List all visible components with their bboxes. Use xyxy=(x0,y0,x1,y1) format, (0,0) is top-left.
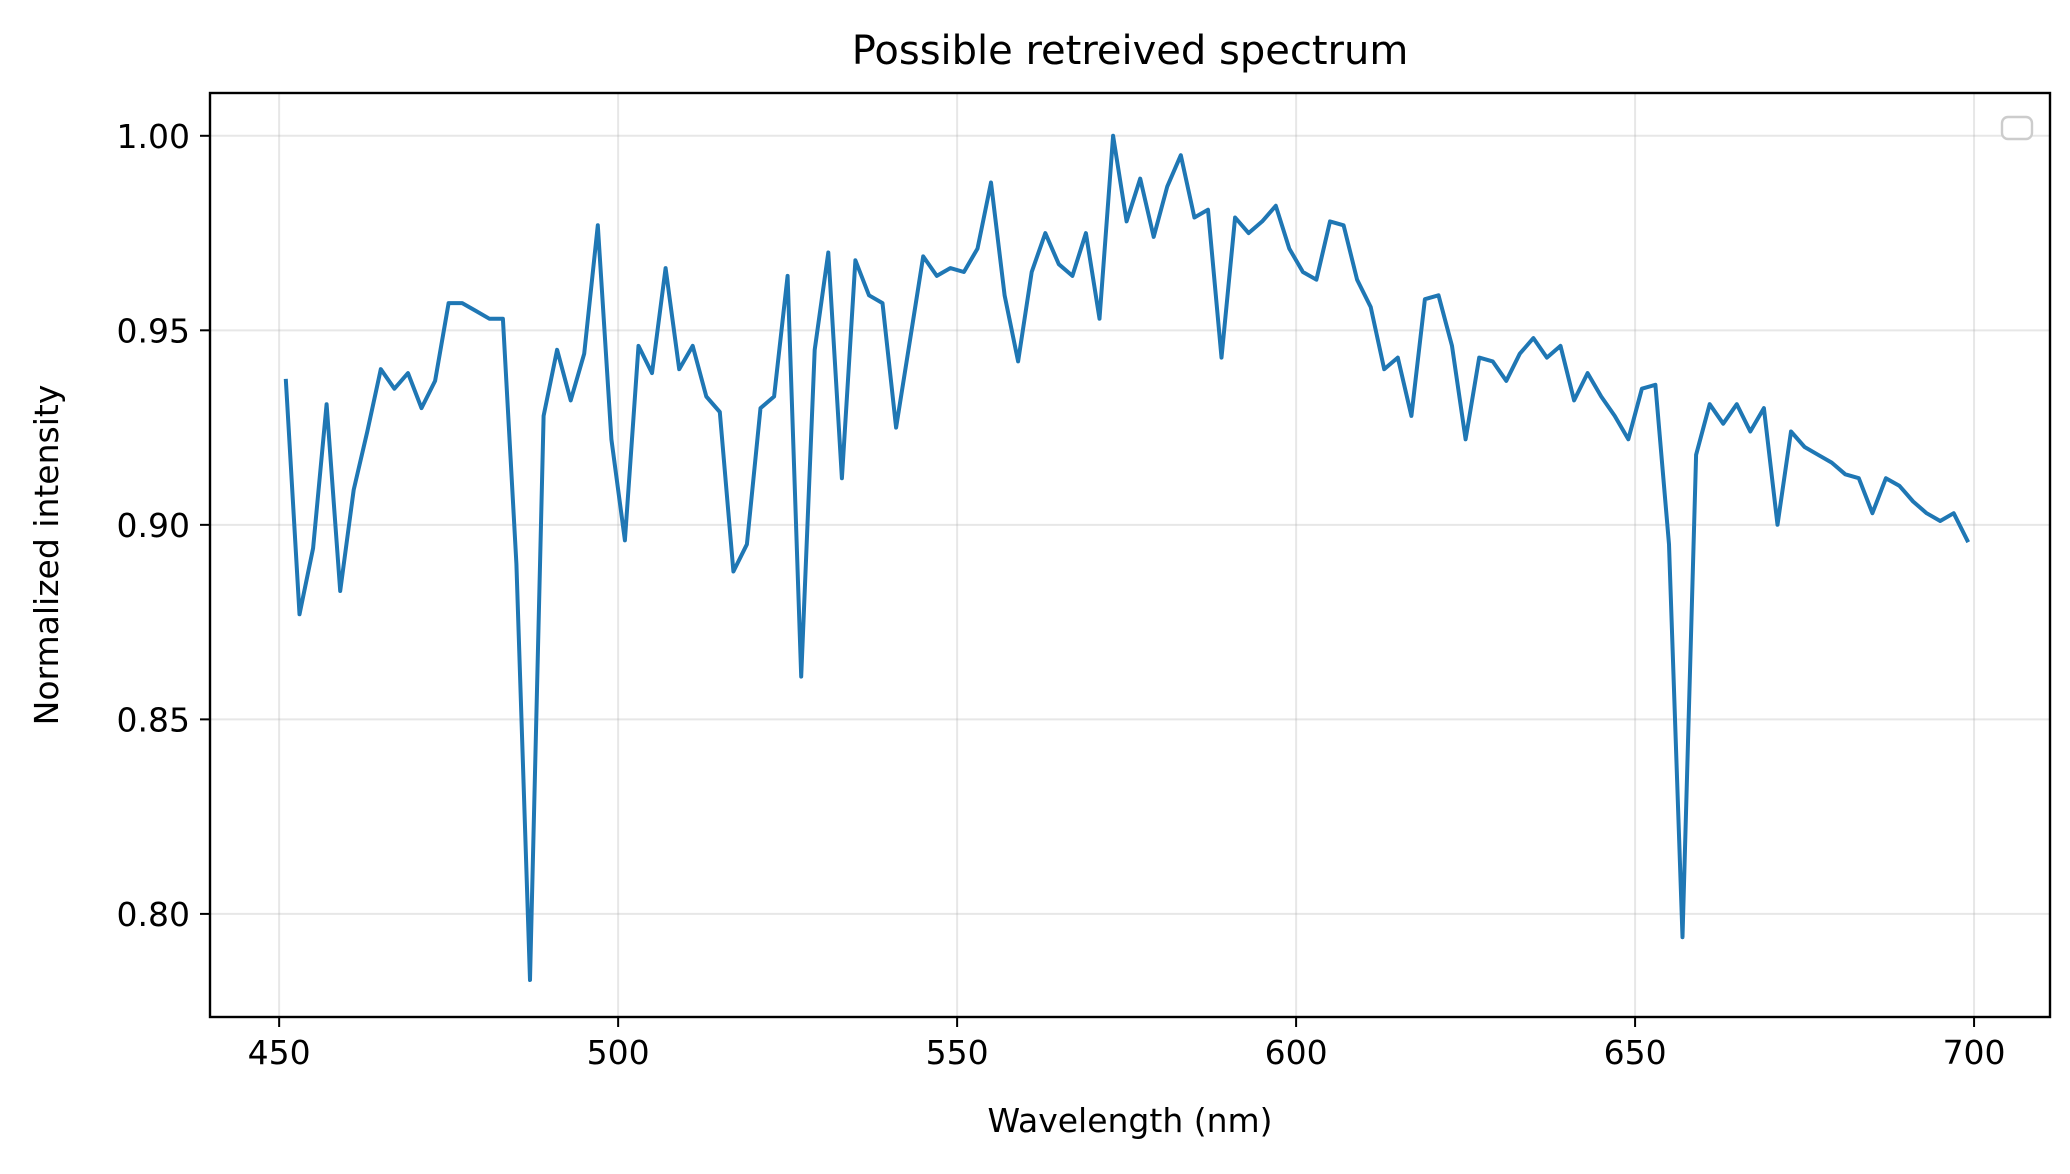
x-axis: 450 500 550 600 650 700 xyxy=(248,1017,2006,1072)
y-tick-label: 0.85 xyxy=(117,700,190,739)
grid xyxy=(210,93,2050,1017)
x-tick-label: 700 xyxy=(1943,1033,2006,1072)
series-line xyxy=(283,133,1970,982)
x-tick-label: 500 xyxy=(587,1033,650,1072)
series-layer xyxy=(283,133,1970,982)
x-tick-label: 650 xyxy=(1604,1033,1667,1072)
y-tick-label: 0.80 xyxy=(117,895,190,934)
y-axis: 0.80 0.85 0.90 0.95 1.00 xyxy=(117,117,210,934)
x-axis-title: Wavelength (nm) xyxy=(987,1101,1272,1140)
legend-box xyxy=(2000,115,2034,141)
chart-title: Possible retreived spectrum xyxy=(852,28,1409,74)
plot-frame xyxy=(208,91,2052,1019)
y-axis-title: Normalized intensity xyxy=(27,385,66,726)
x-tick-label: 600 xyxy=(1265,1033,1328,1072)
y-tick-label: 0.90 xyxy=(117,506,190,545)
y-tick-label: 0.95 xyxy=(117,311,190,350)
y-tick-label: 1.00 xyxy=(117,117,190,156)
x-tick-label: 450 xyxy=(248,1033,311,1072)
x-tick-label: 550 xyxy=(926,1033,989,1072)
